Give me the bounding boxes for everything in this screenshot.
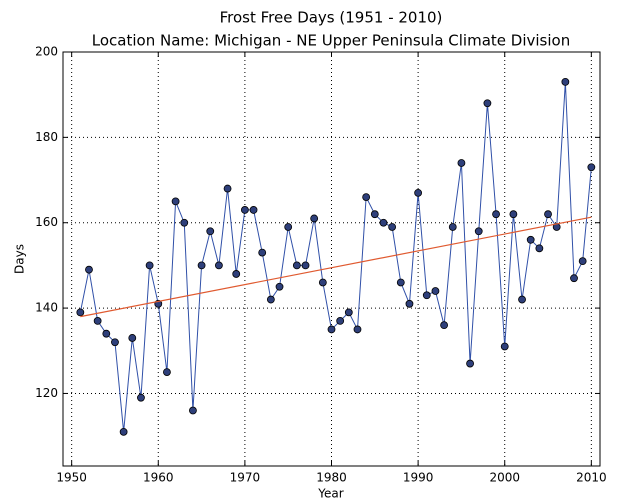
data-point xyxy=(119,427,128,436)
data-point xyxy=(526,235,535,244)
data-point xyxy=(102,329,111,338)
data-point xyxy=(266,295,275,304)
data-point xyxy=(405,299,414,308)
data-point xyxy=(414,188,423,197)
y-axis-label: Days xyxy=(13,244,27,274)
data-point xyxy=(344,308,353,317)
data-point xyxy=(292,261,301,270)
data-point xyxy=(509,210,518,219)
x-tick-label: 2000 xyxy=(489,471,520,485)
data-point xyxy=(483,99,492,108)
data-point xyxy=(145,261,154,270)
data-point xyxy=(180,218,189,227)
x-tick-label: 1970 xyxy=(230,471,261,485)
x-tick-label: 1950 xyxy=(56,471,87,485)
data-point xyxy=(336,316,345,325)
data-point xyxy=(570,274,578,283)
data-point xyxy=(232,270,241,278)
x-tick-label: 2010 xyxy=(576,471,607,485)
data-point xyxy=(535,244,544,253)
x-axis-label: Year xyxy=(317,487,343,501)
data-point xyxy=(111,338,119,347)
data-point xyxy=(492,210,500,219)
data-point xyxy=(301,261,310,270)
data-point xyxy=(561,77,570,86)
chart-subtitle: Location Name: Michigan - NE Upper Penin… xyxy=(92,32,570,50)
data-point xyxy=(388,223,397,231)
data-point xyxy=(197,261,206,270)
data-point xyxy=(284,223,293,231)
data-point xyxy=(240,206,249,214)
data-point xyxy=(163,368,171,377)
data-point xyxy=(327,325,336,334)
data-point xyxy=(466,359,474,368)
data-point xyxy=(258,248,267,257)
data-point xyxy=(431,287,440,295)
data-point xyxy=(275,282,284,291)
y-tick-label: 180 xyxy=(35,130,58,144)
x-tick-label: 1960 xyxy=(143,471,174,485)
data-point xyxy=(500,342,509,351)
data-point xyxy=(440,321,448,330)
data-point xyxy=(206,227,215,236)
data-point xyxy=(474,227,483,236)
data-point xyxy=(370,210,379,219)
data-point xyxy=(137,393,145,402)
y-tick-label: 200 xyxy=(35,45,58,59)
data-point xyxy=(318,278,327,287)
data-point xyxy=(362,193,371,202)
data-point xyxy=(587,163,596,172)
y-tick-label: 140 xyxy=(35,301,58,315)
data-point xyxy=(379,218,388,227)
x-tick-label: 1990 xyxy=(403,471,434,485)
data-point xyxy=(223,184,232,193)
data-point xyxy=(128,334,137,342)
data-point xyxy=(310,214,319,223)
data-point xyxy=(396,278,405,287)
data-point xyxy=(353,325,362,334)
data-point xyxy=(76,308,85,317)
data-point xyxy=(85,265,93,274)
data-point xyxy=(457,159,466,167)
data-point xyxy=(544,210,552,219)
data-point xyxy=(189,406,197,415)
data-point xyxy=(215,261,223,270)
data-point xyxy=(518,295,526,304)
data-point xyxy=(578,257,587,266)
trend-line xyxy=(80,216,592,318)
x-tick-label: 1980 xyxy=(316,471,347,485)
data-point xyxy=(249,206,258,214)
y-tick-label: 120 xyxy=(35,386,58,400)
data-point xyxy=(448,223,457,231)
plot-frame xyxy=(62,51,601,467)
data-point xyxy=(93,316,102,325)
data-point xyxy=(171,197,180,206)
data-point xyxy=(422,291,431,300)
chart-title: Frost Free Days (1951 - 2010) xyxy=(220,9,443,27)
y-tick-label: 160 xyxy=(35,215,58,229)
data-line xyxy=(79,81,592,432)
